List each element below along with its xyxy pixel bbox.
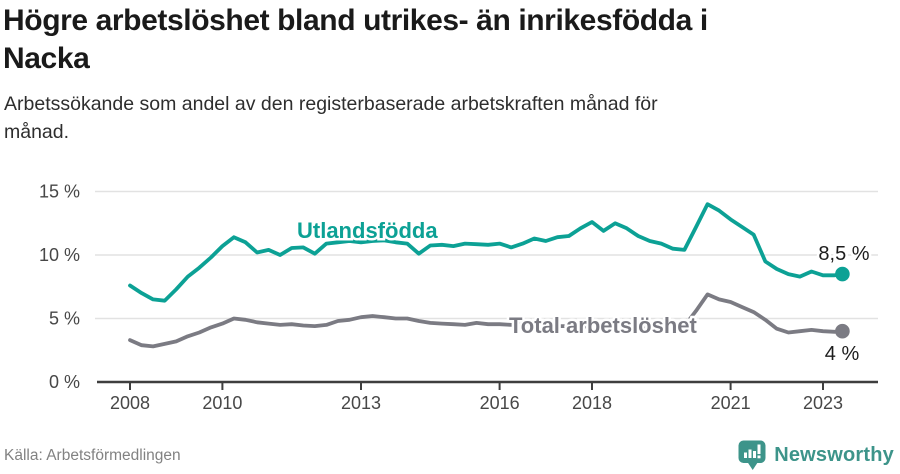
exclamation-dot [757, 455, 761, 458]
series-label-utlandsfodda: Utlandsfödda [297, 218, 438, 243]
y-axis-label: 0 % [49, 372, 80, 392]
y-axis-label: 5 % [49, 309, 80, 329]
series-end-value-label: 4 % [825, 343, 860, 365]
newsworthy-bubble-icon [738, 440, 766, 470]
newsworthy-logo: Newsworthy [738, 438, 894, 472]
x-axis-label: 2016 [480, 393, 520, 413]
bar-2 [748, 449, 752, 458]
title-line-1: Högre arbetslöshet bland utrikes- än inr… [3, 4, 708, 37]
brand-name: Newsworthy [774, 443, 894, 466]
x-axis-label: 2023 [803, 393, 843, 413]
bar-1 [744, 452, 748, 458]
title-line-2: Nacka [3, 42, 90, 75]
x-axis-label: 2018 [572, 393, 612, 413]
series-end-dot [835, 266, 850, 282]
y-axis-label: 15 % [39, 182, 80, 202]
series-end-value-label: 8,5 % [818, 243, 869, 265]
source-note: Källa: Arbetsförmedlingen [4, 447, 181, 464]
subtitle-line-1: Arbetssökande som andel av den registerb… [4, 93, 658, 115]
chart-subtitle: Arbetssökande som andel av den registerb… [4, 90, 824, 146]
exclamation-stem [757, 444, 761, 454]
series-line-total [128, 292, 845, 349]
series-line-utlandsfodda [128, 202, 845, 303]
subtitle-line-2: månad. [4, 121, 70, 143]
bubble-shape [738, 440, 766, 470]
x-axis-label: 2013 [341, 393, 381, 413]
x-axis-label: 2021 [711, 393, 751, 413]
page-title: Högre arbetslöshet bland utrikes- än inr… [3, 2, 893, 78]
series-end-dot [835, 323, 850, 339]
x-axis-label: 2010 [202, 393, 242, 413]
bar-3 [753, 450, 757, 458]
x-axis-label: 2008 [110, 393, 150, 413]
y-axis-label: 10 % [39, 245, 80, 265]
series-label-total: Total arbetslöshet [509, 313, 698, 338]
